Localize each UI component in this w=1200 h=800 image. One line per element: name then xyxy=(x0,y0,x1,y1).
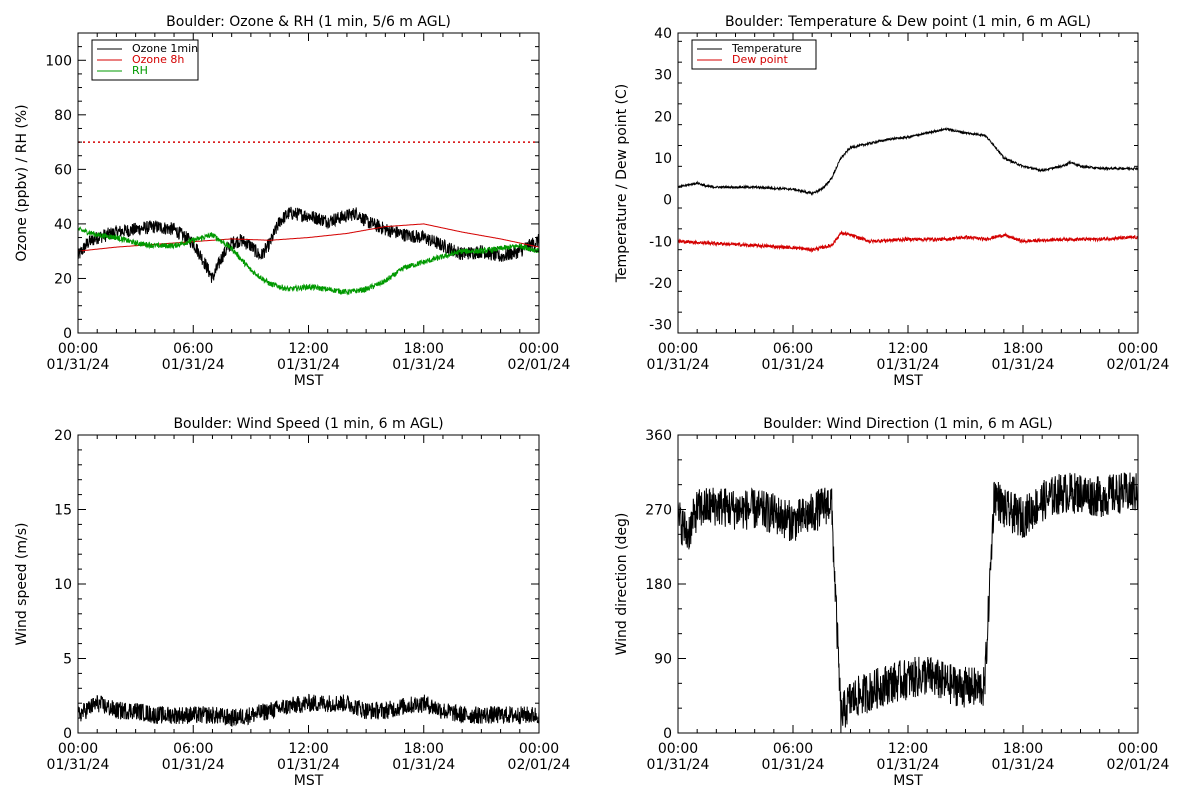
x-axis-label: MST xyxy=(893,373,923,389)
x-tick-label-time: 12:00 xyxy=(288,741,328,757)
y-tick-label: 30 xyxy=(654,68,672,84)
x-tick-label-time: 00:00 xyxy=(1118,741,1158,757)
plot-frame xyxy=(677,32,1139,334)
x-tick-label-date: 01/31/24 xyxy=(47,357,110,373)
y-tick-label: -20 xyxy=(649,276,672,292)
x-tick-label-time: 00:00 xyxy=(519,341,559,357)
y-tick-label: 0 xyxy=(63,726,72,742)
y-tick-label: 40 xyxy=(54,217,72,233)
x-axis-label: MST xyxy=(294,773,324,789)
chart-title: Boulder: Ozone & RH (1 min, 5/6 m AGL) xyxy=(166,14,451,30)
x-tick-label-time: 12:00 xyxy=(288,341,328,357)
legend-entry: RH xyxy=(132,64,148,77)
y-tick-label: 360 xyxy=(645,428,672,444)
x-tick-label-time: 06:00 xyxy=(773,341,813,357)
y-tick-label: -30 xyxy=(649,318,672,334)
x-tick-label-date: 01/31/24 xyxy=(277,757,340,773)
x-tick-label-date: 01/31/24 xyxy=(762,757,825,773)
chart-panel-2: Boulder: Temperature & Dew point (1 min,… xyxy=(614,14,1170,389)
y-tick-label: 20 xyxy=(54,428,72,444)
x-tick-label-date: 01/31/24 xyxy=(992,757,1055,773)
y-tick-label: 100 xyxy=(45,53,72,69)
y-axis-label: Ozone (ppbv) / RH (%) xyxy=(14,104,30,261)
x-tick-label-date: 01/31/24 xyxy=(647,357,710,373)
x-tick-label-date: 01/31/24 xyxy=(877,357,940,373)
x-axis-label: MST xyxy=(893,773,923,789)
chart-title: Boulder: Wind Direction (1 min, 6 m AGL) xyxy=(763,416,1052,432)
y-tick-label: 10 xyxy=(54,577,72,593)
chart-panel-1: Boulder: Ozone & RH (1 min, 5/6 m AGL) Oz… xyxy=(14,14,571,389)
x-tick-label-time: 06:00 xyxy=(173,741,213,757)
y-tick-label: 0 xyxy=(663,726,672,742)
x-tick-label-date: 01/31/24 xyxy=(762,357,825,373)
y-tick-label: 15 xyxy=(54,503,72,519)
x-tick-label-date: 02/01/24 xyxy=(508,357,571,373)
x-axis-label: MST xyxy=(294,373,324,389)
x-tick-label-time: 06:00 xyxy=(173,341,213,357)
series-line-2 xyxy=(677,230,1139,253)
legend-entry: Temperature xyxy=(731,42,802,55)
legend-entry: Dew point xyxy=(732,53,788,66)
y-tick-label: 20 xyxy=(654,109,672,125)
x-tick-label-date: 01/31/24 xyxy=(277,357,340,373)
plot-frame xyxy=(77,434,540,734)
chart-panel-4: Boulder: Wind Direction (1 min, 6 m AGL)… xyxy=(614,416,1170,789)
x-tick-label-date: 01/31/24 xyxy=(992,357,1055,373)
x-tick-label-date: 01/31/24 xyxy=(162,757,225,773)
series-line-1 xyxy=(677,472,1139,734)
x-tick-label-date: 01/31/24 xyxy=(877,757,940,773)
y-tick-label: 180 xyxy=(645,577,672,593)
y-axis-label: Temperature / Dew point (C) xyxy=(614,84,630,283)
x-tick-label-time: 18:00 xyxy=(1003,741,1043,757)
x-tick-label-time: 06:00 xyxy=(773,741,813,757)
x-tick-label-time: 00:00 xyxy=(658,341,698,357)
x-tick-label-time: 00:00 xyxy=(519,741,559,757)
x-tick-label-time: 12:00 xyxy=(888,741,928,757)
series-line-1 xyxy=(677,126,1139,196)
x-tick-label-time: 18:00 xyxy=(404,741,444,757)
y-tick-label: 5 xyxy=(63,652,72,668)
x-tick-label-date: 02/01/24 xyxy=(508,757,571,773)
x-tick-label-date: 01/31/24 xyxy=(647,757,710,773)
series-line-1 xyxy=(77,693,540,727)
series-line-3 xyxy=(77,226,540,296)
x-tick-label-time: 00:00 xyxy=(658,741,698,757)
y-axis-label: Wind direction (deg) xyxy=(614,513,630,656)
y-tick-label: 270 xyxy=(645,503,672,519)
x-tick-label-time: 18:00 xyxy=(1003,341,1043,357)
y-tick-label: 10 xyxy=(654,151,672,167)
chart-panel-3: Boulder: Wind Speed (1 min, 6 m AGL) Wind… xyxy=(14,416,571,789)
x-tick-label-date: 02/01/24 xyxy=(1107,357,1170,373)
y-tick-label: 20 xyxy=(54,271,72,287)
chart-title: Boulder: Wind Speed (1 min, 6 m AGL) xyxy=(173,416,443,432)
y-axis-label: Wind speed (m/s) xyxy=(14,523,30,646)
x-tick-label-time: 00:00 xyxy=(1118,341,1158,357)
y-tick-label: -10 xyxy=(649,234,672,250)
x-tick-label-time: 00:00 xyxy=(58,341,98,357)
chart-title: Boulder: Temperature & Dew point (1 min,… xyxy=(725,14,1091,30)
y-tick-label: 0 xyxy=(63,326,72,342)
x-tick-label-time: 00:00 xyxy=(58,741,98,757)
plot-frame xyxy=(677,434,1139,734)
x-tick-label-date: 01/31/24 xyxy=(392,757,455,773)
legend-entry: Ozone 8h xyxy=(132,53,184,66)
y-tick-label: 90 xyxy=(654,652,672,668)
y-tick-label: 0 xyxy=(663,193,672,209)
x-tick-label-date: 01/31/24 xyxy=(47,757,110,773)
y-tick-label: 60 xyxy=(54,162,72,178)
x-tick-label-date: 01/31/24 xyxy=(392,357,455,373)
y-tick-label: 40 xyxy=(654,26,672,42)
x-tick-label-time: 12:00 xyxy=(888,341,928,357)
y-tick-label: 80 xyxy=(54,108,72,124)
legend-entry: Ozone 1min xyxy=(132,42,198,55)
x-tick-label-date: 01/31/24 xyxy=(162,357,225,373)
x-tick-label-time: 18:00 xyxy=(404,341,444,357)
x-tick-label-date: 02/01/24 xyxy=(1107,757,1170,773)
legend-box xyxy=(691,39,817,70)
